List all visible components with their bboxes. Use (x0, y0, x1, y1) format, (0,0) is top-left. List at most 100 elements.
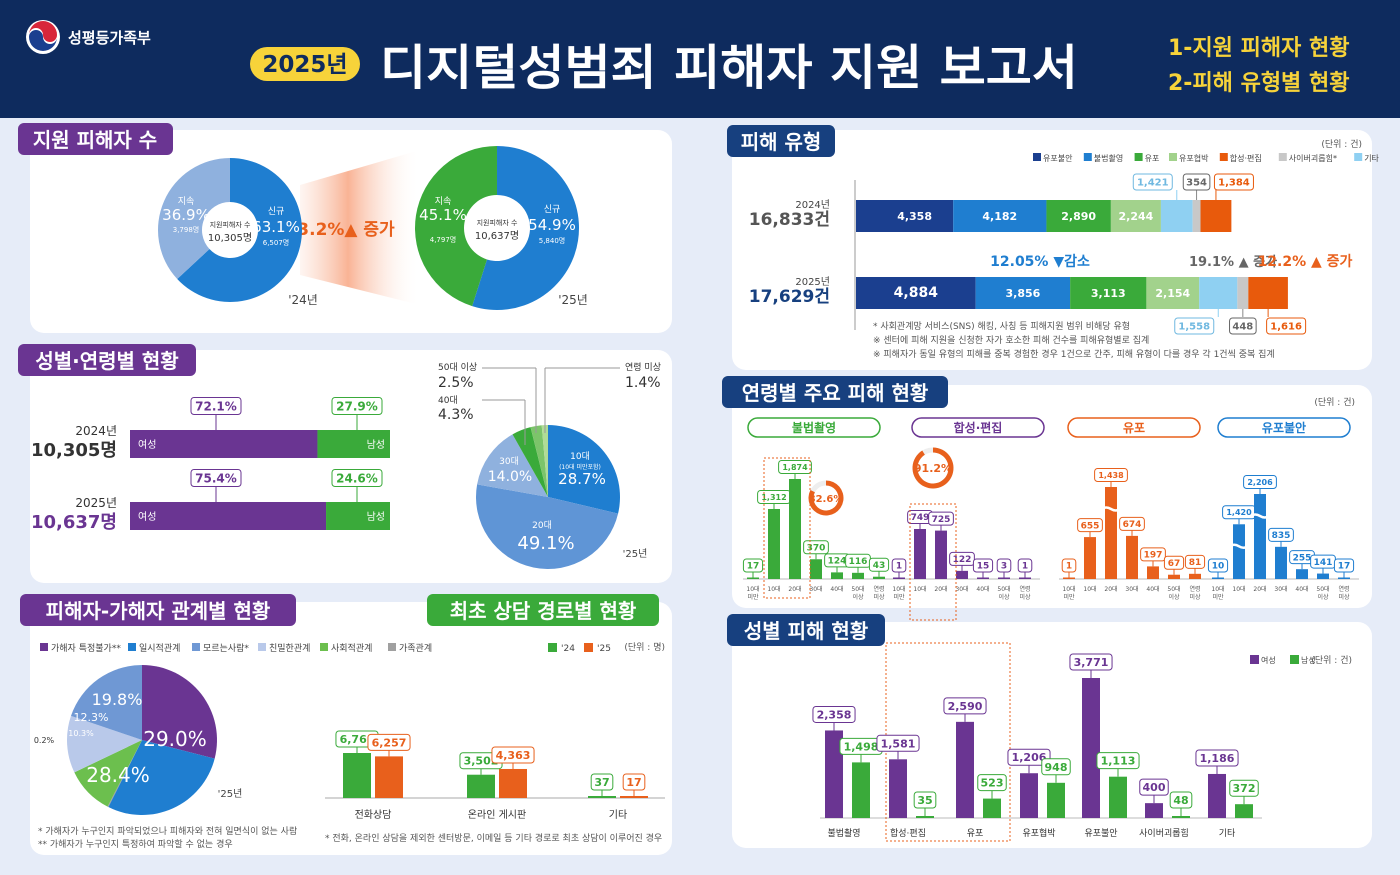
change-annotation: 19.1% ▲ 증가 (1189, 255, 1277, 270)
support-donut-slice (415, 146, 497, 307)
value-label: 75.4% (195, 471, 237, 485)
age-bar (852, 572, 864, 579)
value-label: 835 (1272, 531, 1291, 541)
category-label: 유포 (967, 828, 984, 839)
slice-count: 5,840명 (539, 236, 565, 245)
slice-name: 40대 (438, 395, 458, 406)
category-label: 미상 (1189, 593, 1201, 601)
slice-percent: 45.1% (419, 206, 467, 224)
gender-bar (1145, 803, 1163, 818)
legend-swatch (1033, 153, 1041, 161)
segment-value: 4,358 (897, 210, 932, 223)
value-label: 1,384 (1218, 178, 1250, 189)
section-title-support: 지원 피해자 수 (33, 128, 157, 152)
category-label: 10대 (1062, 585, 1075, 593)
gender-bar (1172, 816, 1190, 818)
legend-label: 기타 (1364, 154, 1379, 163)
support-donut-slice (157, 158, 230, 279)
category-label: 40대 (1146, 585, 1159, 593)
value-label: 1,420 (1226, 508, 1252, 517)
legend-swatch (1290, 655, 1299, 664)
value-callout (972, 558, 994, 573)
category-label: 연령 (1189, 585, 1200, 593)
age-pie-slice (548, 424, 620, 514)
damage-type-unit: (단위 : 건) (1321, 139, 1362, 150)
total-label: 17,629건 (749, 287, 830, 307)
value-callout (622, 773, 646, 791)
category-label: 10대 (1232, 585, 1245, 593)
gender-bar (983, 798, 1001, 818)
slice-percent: 28.4% (86, 763, 150, 787)
age-pie-slice (530, 425, 548, 497)
category-label: 기타 (1219, 828, 1236, 839)
slice-percent: 19.8% (92, 690, 143, 709)
section-title-age-damage: 연령별 주요 피해 현황 (742, 381, 929, 405)
slice-percent: 28.7% (558, 470, 606, 488)
legend-label: 유포 (1145, 154, 1160, 163)
value-label: 255 (1293, 553, 1312, 563)
section-tag (727, 614, 885, 646)
value-label: 1,206 (1012, 751, 1047, 764)
segment-value: 4,884 (894, 285, 939, 301)
section-tag (727, 125, 835, 157)
age-bar (1275, 546, 1287, 579)
route-unit: (단위 : 명) (624, 642, 665, 653)
slice-name: 연령 미상 (625, 361, 661, 373)
age-bar (1105, 487, 1117, 579)
category-label: 30대 (1274, 585, 1287, 593)
value-callout (190, 397, 242, 415)
slice-percent: 14.0% (488, 469, 532, 485)
legend-swatch (1354, 153, 1363, 161)
value-label: 15 (977, 562, 990, 572)
total-label: 10,637명 (31, 512, 117, 533)
panel-age-damage (732, 385, 1372, 608)
section-title-gender-damage: 성별 피해 현황 (744, 619, 869, 643)
route-note: * 전화, 온라인 상담을 제외한 센터방문, 이메일 등 기타 경로로 최초 … (325, 832, 662, 844)
legend-swatch (584, 643, 593, 652)
value-label: 1,874 (782, 463, 808, 472)
age-pie-slice (512, 427, 548, 497)
value-label: 48 (1173, 794, 1188, 807)
relation-pie-slice (74, 740, 142, 807)
value-callout (367, 733, 411, 751)
age-pie-slice (477, 434, 548, 497)
page-title: 디지털성범죄 피해자 지원 보고서 (380, 40, 1078, 96)
damage-segment (1200, 200, 1232, 232)
section-tag (18, 123, 173, 155)
year-badge (250, 47, 360, 81)
value-callout (1096, 752, 1140, 770)
chart-title-pill (1067, 417, 1201, 438)
value-label: 372 (1233, 782, 1256, 795)
relation-pie-slice (107, 740, 142, 808)
legend-swatch (1134, 153, 1143, 161)
legend-swatch (320, 643, 328, 651)
age-bar (914, 529, 926, 579)
category-label: 30대 (1125, 585, 1138, 593)
value-label: 354 (1186, 178, 1207, 189)
value-callout (1243, 475, 1277, 489)
slice-percent: 12.3% (74, 711, 109, 724)
value-callout (491, 746, 535, 764)
age-bar (1338, 577, 1350, 579)
chart-title-pill (911, 417, 1045, 438)
year-badge-text: 2025년 (262, 52, 347, 78)
category-label: 30대 (955, 585, 968, 593)
value-label: 1 (1066, 562, 1072, 572)
route-bar (467, 774, 495, 798)
value-label: 1,421 (1137, 178, 1169, 189)
year-label: '25년 (218, 788, 243, 800)
gender-bar (852, 762, 870, 818)
damage-note: ※ 피해자가 동일 유형의 피해를 중복 경험한 경우 1건으로 간주, 피해 … (873, 348, 1275, 360)
segment-value: 3,113 (1091, 287, 1126, 300)
value-label: 1 (1022, 562, 1028, 572)
value-label: 10 (1212, 562, 1225, 572)
age-bar (1233, 524, 1245, 579)
value-label: 17 (1338, 562, 1351, 572)
total-label: 16,833건 (749, 210, 830, 230)
legend-label: 모르는사람* (203, 642, 249, 654)
donut-center-value: 10,305명 (208, 232, 252, 244)
section-title-relation: 피해자-가해자 관계별 현황 (46, 599, 271, 623)
category-label: 40대 (1295, 585, 1308, 593)
slice-percent: 1.4% (625, 375, 661, 391)
category-label: 40대 (976, 585, 989, 593)
